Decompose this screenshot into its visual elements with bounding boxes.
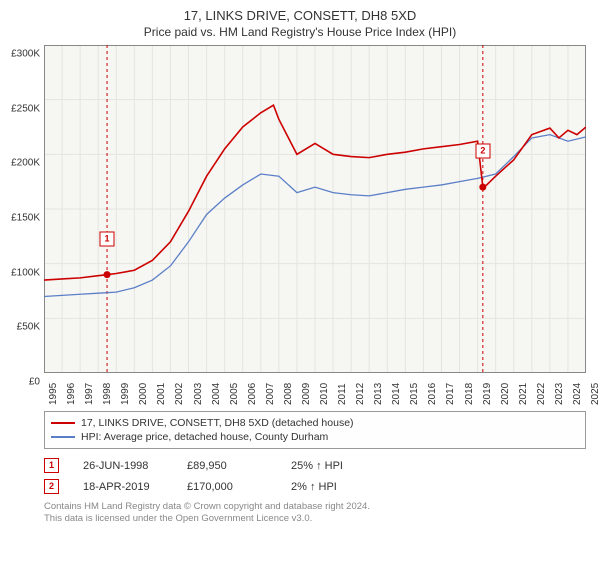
- sale-date: 18-APR-2019: [83, 481, 163, 493]
- legend-row: HPI: Average price, detached house, Coun…: [51, 430, 579, 444]
- chart-area: 12: [44, 45, 586, 373]
- legend-swatch: [51, 422, 75, 424]
- sales-table: 1 26-JUN-1998 £89,950 25% ↑ HPI 2 18-APR-2019…: [44, 455, 586, 497]
- x-tick-label: 1999: [120, 383, 131, 405]
- sales-marker: 1: [44, 458, 59, 473]
- x-tick-label: 2014: [391, 383, 402, 405]
- x-tick-label: 2004: [211, 383, 222, 405]
- x-tick-label: 2025: [590, 383, 600, 405]
- y-tick-label: £200K: [11, 158, 40, 169]
- x-tick-label: 2012: [355, 383, 366, 405]
- chart-subtitle: Price paid vs. HM Land Registry's House …: [0, 25, 600, 39]
- x-tick-label: 1998: [102, 383, 113, 405]
- sale-marker-1: 1: [100, 231, 115, 246]
- x-tick-label: 2018: [464, 383, 475, 405]
- sales-row: 1 26-JUN-1998 £89,950 25% ↑ HPI: [44, 455, 586, 476]
- x-tick-label: 2008: [283, 383, 294, 405]
- legend-swatch: [51, 436, 75, 438]
- sale-price: £89,950: [187, 460, 267, 472]
- sale-delta: 25% ↑ HPI: [291, 460, 371, 472]
- x-tick-label: 2023: [554, 383, 565, 405]
- sale-date: 26-JUN-1998: [83, 460, 163, 472]
- x-tick-label: 2017: [445, 383, 456, 405]
- y-tick-label: £0: [29, 377, 40, 388]
- x-tick-label: 2022: [536, 383, 547, 405]
- x-tick-label: 2020: [500, 383, 511, 405]
- x-tick-label: 2000: [138, 383, 149, 405]
- x-tick-label: 2013: [373, 383, 384, 405]
- x-tick-label: 1995: [48, 383, 59, 405]
- x-tick-label: 2009: [301, 383, 312, 405]
- x-tick-label: 2006: [247, 383, 258, 405]
- x-tick-label: 1997: [84, 383, 95, 405]
- x-tick-label: 2005: [229, 383, 240, 405]
- legend-label: 17, LINKS DRIVE, CONSETT, DH8 5XD (detac…: [81, 417, 354, 429]
- sale-marker-2: 2: [475, 144, 490, 159]
- chart-title: 17, LINKS DRIVE, CONSETT, DH8 5XD: [0, 8, 600, 23]
- y-tick-label: £100K: [11, 267, 40, 278]
- y-tick-label: £300K: [11, 49, 40, 60]
- legend-row: 17, LINKS DRIVE, CONSETT, DH8 5XD (detac…: [51, 416, 579, 430]
- x-tick-label: 1996: [66, 383, 77, 405]
- x-tick-label: 2007: [265, 383, 276, 405]
- x-tick-label: 2001: [156, 383, 167, 405]
- sales-marker: 2: [44, 479, 59, 494]
- line-chart: [44, 45, 586, 373]
- y-tick-label: £250K: [11, 103, 40, 114]
- x-tick-label: 2019: [482, 383, 493, 405]
- legend-label: HPI: Average price, detached house, Coun…: [81, 431, 328, 443]
- sale-delta: 2% ↑ HPI: [291, 481, 371, 493]
- x-tick-label: 2015: [409, 383, 420, 405]
- footer-line-2: This data is licensed under the Open Gov…: [44, 513, 586, 525]
- footer-note: Contains HM Land Registry data © Crown c…: [44, 501, 586, 526]
- sale-price: £170,000: [187, 481, 267, 493]
- x-tick-label: 2016: [427, 383, 438, 405]
- x-tick-label: 2003: [193, 383, 204, 405]
- x-tick-label: 2011: [337, 383, 348, 405]
- y-axis: £0£50K£100K£150K£200K£250K£300K: [0, 54, 44, 382]
- y-tick-label: £50K: [17, 322, 40, 333]
- x-tick-label: 2002: [174, 383, 185, 405]
- footer-line-1: Contains HM Land Registry data © Crown c…: [44, 501, 586, 513]
- x-tick-label: 2010: [319, 383, 330, 405]
- x-tick-label: 2024: [572, 383, 583, 405]
- y-tick-label: £150K: [11, 213, 40, 224]
- x-tick-label: 2021: [518, 383, 529, 405]
- sales-row: 2 18-APR-2019 £170,000 2% ↑ HPI: [44, 476, 586, 497]
- legend: 17, LINKS DRIVE, CONSETT, DH8 5XD (detac…: [44, 411, 586, 449]
- x-axis: 1995 1996 1997 1998 1999 2000 2001 2002 2003 2004…: [44, 373, 586, 409]
